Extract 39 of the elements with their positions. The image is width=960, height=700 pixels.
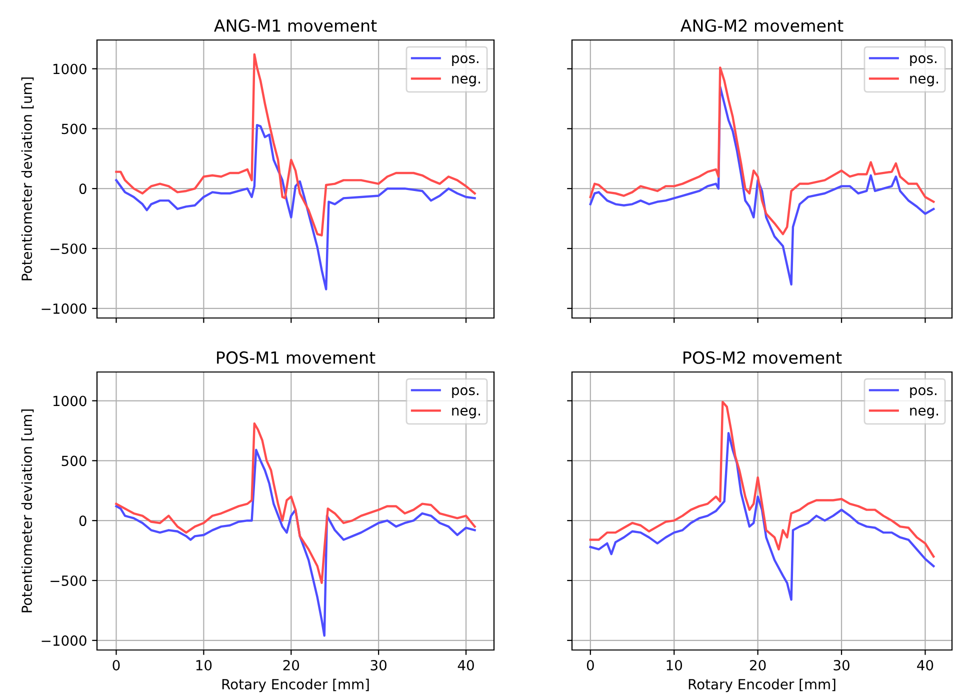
x-tick-label: 40 bbox=[917, 660, 934, 670]
x-axis-title: Rotary Encoder [mm] bbox=[688, 678, 836, 692]
legend-label: pos. bbox=[910, 387, 936, 398]
legend-label: neg. bbox=[910, 408, 938, 418]
x-tick-label: 20 bbox=[283, 660, 300, 670]
legend-label: pos. bbox=[452, 55, 478, 66]
legend-label: neg. bbox=[452, 76, 480, 86]
y-tick-label: 1000 bbox=[53, 64, 86, 74]
chart-title: ANG-M1 movement bbox=[214, 19, 377, 32]
x-tick-label: 20 bbox=[750, 660, 766, 670]
y-tick-label: 1000 bbox=[53, 396, 86, 406]
y-tick-label: −1000 bbox=[42, 303, 86, 314]
x-axis-title: Rotary Encoder [mm] bbox=[222, 678, 369, 692]
y-axis-title: Potentiometer deviation [um] bbox=[21, 78, 34, 280]
x-tick-label: 0 bbox=[112, 660, 120, 670]
chart-title: POS-M1 movement bbox=[217, 351, 376, 364]
x-tick-label: 10 bbox=[666, 660, 682, 670]
chart-title: POS-M2 movement bbox=[684, 351, 842, 364]
y-axis-title: Potentiometer deviation [um] bbox=[21, 410, 34, 612]
x-tick-label: 40 bbox=[458, 660, 474, 670]
x-tick-label: 0 bbox=[586, 660, 594, 670]
x-tick-label: 30 bbox=[370, 660, 386, 670]
y-tick-label: 0 bbox=[79, 184, 86, 194]
legend-label: neg. bbox=[452, 408, 480, 418]
legend-label: neg. bbox=[910, 76, 938, 86]
y-tick-label: −1000 bbox=[42, 635, 86, 646]
y-tick-label: 500 bbox=[62, 456, 86, 466]
line-series bbox=[115, 422, 476, 584]
x-tick-label: 10 bbox=[196, 660, 212, 670]
y-tick-label: −500 bbox=[50, 575, 86, 586]
y-tick-label: 0 bbox=[79, 516, 86, 526]
y-tick-label: −500 bbox=[50, 243, 86, 254]
line-series bbox=[115, 124, 476, 290]
x-tick-label: 30 bbox=[834, 660, 850, 670]
legend-label: pos. bbox=[452, 387, 478, 398]
y-tick-label: 500 bbox=[62, 124, 86, 134]
legend-label: pos. bbox=[910, 55, 936, 66]
chart-title: ANG-M2 movement bbox=[680, 19, 844, 32]
line-series bbox=[115, 448, 476, 637]
